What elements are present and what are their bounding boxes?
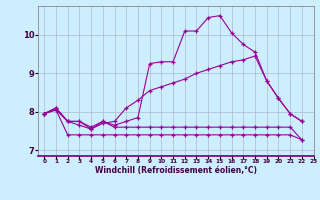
X-axis label: Windchill (Refroidissement éolien,°C): Windchill (Refroidissement éolien,°C) <box>95 166 257 175</box>
